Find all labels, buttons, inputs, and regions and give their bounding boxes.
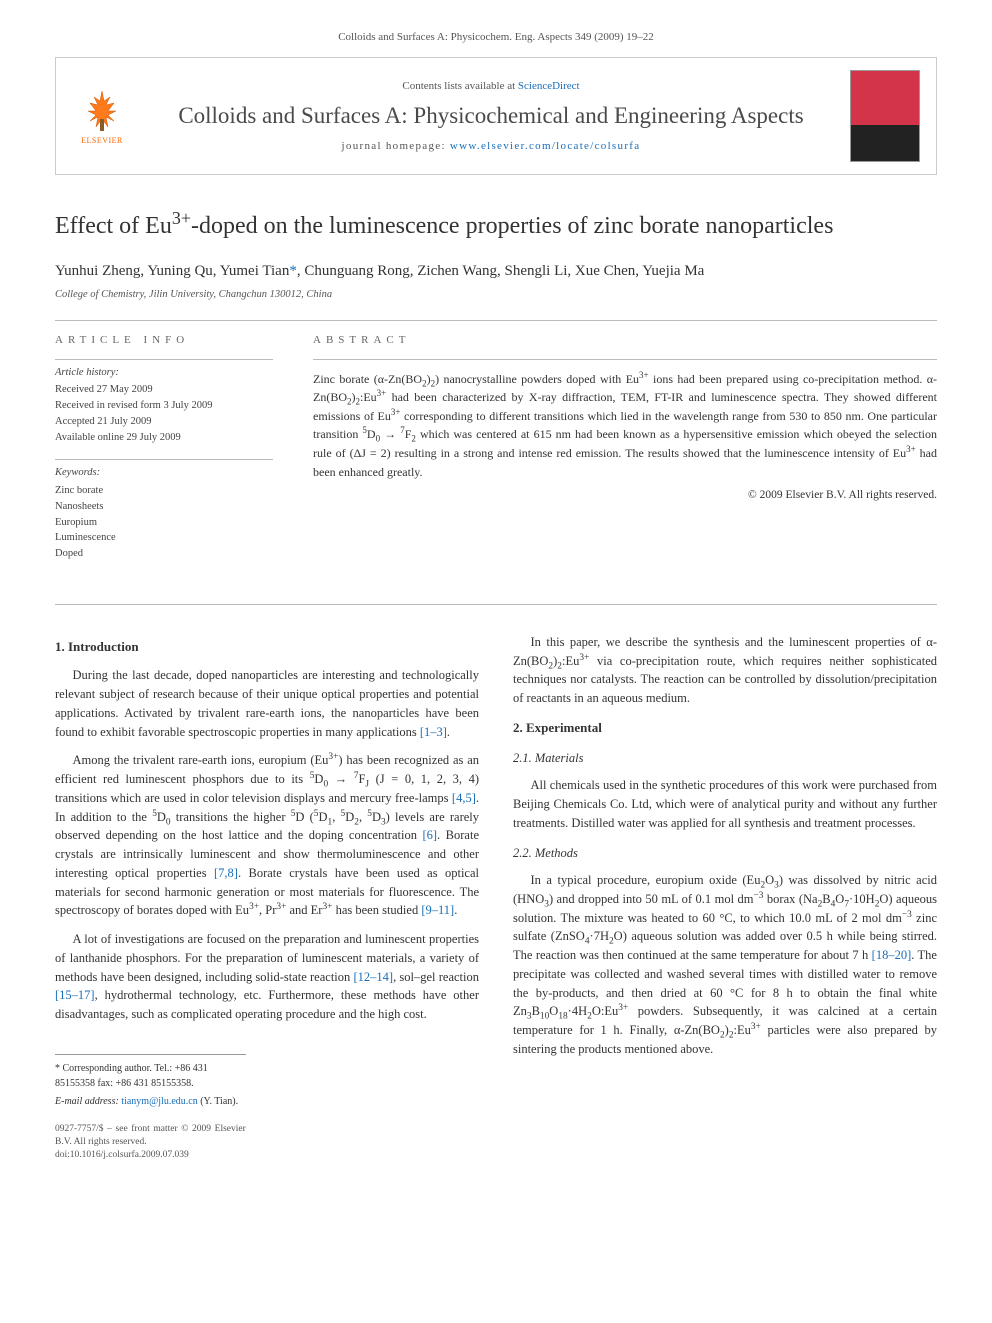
- paragraph: In this paper, we describe the synthesis…: [513, 633, 937, 708]
- sciencedirect-link[interactable]: ScienceDirect: [518, 80, 580, 92]
- keyword: Luminescence: [55, 530, 273, 546]
- history-line: Accepted 21 July 2009: [55, 414, 273, 430]
- paragraph: In a typical procedure, europium oxide (…: [513, 871, 937, 1059]
- corresponding-author-footnote: * Corresponding author. Tel.: +86 431 85…: [55, 1061, 246, 1091]
- doi-block: 0927-7757/$ – see front matter © 2009 El…: [55, 1123, 246, 1163]
- keyword: Zinc borate: [55, 483, 273, 499]
- divider: [55, 604, 937, 605]
- abstract-label: ABSTRACT: [313, 333, 937, 348]
- keywords-heading: Keywords:: [55, 466, 273, 481]
- running-header: Colloids and Surfaces A: Physicochem. En…: [55, 30, 937, 45]
- keyword: Doped: [55, 546, 273, 562]
- elsevier-tree-icon: [80, 87, 124, 135]
- email-label: E-mail address:: [55, 1096, 119, 1107]
- paragraph: A lot of investigations are focused on t…: [55, 930, 479, 1024]
- body-columns: 1. Introduction During the last decade, …: [55, 633, 937, 1163]
- article-title: Effect of Eu3+-doped on the luminescence…: [55, 211, 937, 242]
- paragraph: All chemicals used in the synthetic proc…: [513, 776, 937, 832]
- contents-line: Contents lists available at ScienceDirec…: [150, 79, 832, 94]
- front-matter-line: 0927-7757/$ – see front matter © 2009 El…: [55, 1123, 246, 1150]
- publisher-label: ELSEVIER: [81, 135, 123, 146]
- section-heading-2-1: 2.1. Materials: [513, 749, 937, 768]
- divider: [55, 320, 937, 321]
- elsevier-logo: ELSEVIER: [72, 82, 132, 150]
- keywords-block: Keywords: Zinc borate Nanosheets Europiu…: [55, 459, 273, 561]
- email-footnote: E-mail address: tianym@jlu.edu.cn (Y. Ti…: [55, 1094, 246, 1109]
- email-link[interactable]: tianym@jlu.edu.cn: [121, 1096, 197, 1107]
- history-line: Received 27 May 2009: [55, 382, 273, 398]
- section-heading-2: 2. Experimental: [513, 718, 937, 738]
- abstract-column: ABSTRACT Zinc borate (α-Zn(BO2)2) nanocr…: [313, 333, 937, 576]
- homepage-prefix: journal homepage:: [342, 140, 450, 152]
- article-info-label: ARTICLE INFO: [55, 333, 273, 348]
- paragraph: During the last decade, doped nanopartic…: [55, 666, 479, 741]
- masthead-center: Contents lists available at ScienceDirec…: [150, 79, 832, 155]
- abstract-copyright: © 2009 Elsevier B.V. All rights reserved…: [313, 487, 937, 503]
- email-name: (Y. Tian).: [200, 1096, 238, 1107]
- journal-cover-thumb: [850, 70, 920, 162]
- info-abstract-row: ARTICLE INFO Article history: Received 2…: [55, 333, 937, 576]
- section-heading-2-2: 2.2. Methods: [513, 844, 937, 863]
- contents-prefix: Contents lists available at: [402, 80, 517, 92]
- journal-homepage: journal homepage: www.elsevier.com/locat…: [150, 139, 832, 154]
- article-history-block: Article history: Received 27 May 2009 Re…: [55, 359, 273, 446]
- journal-name: Colloids and Surfaces A: Physicochemical…: [150, 102, 832, 131]
- doi-line: doi:10.1016/j.colsurfa.2009.07.039: [55, 1149, 246, 1162]
- article-info-column: ARTICLE INFO Article history: Received 2…: [55, 333, 273, 576]
- paragraph: Among the trivalent rare-earth ions, eur…: [55, 751, 479, 920]
- keyword: Europium: [55, 515, 273, 531]
- history-line: Received in revised form 3 July 2009: [55, 398, 273, 414]
- author-list: Yunhui Zheng, Yuning Qu, Yumei Tian*, Ch…: [55, 261, 937, 282]
- masthead: ELSEVIER Contents lists available at Sci…: [55, 57, 937, 175]
- affiliation: College of Chemistry, Jilin University, …: [55, 288, 937, 303]
- footnotes: * Corresponding author. Tel.: +86 431 85…: [55, 1054, 246, 1163]
- homepage-link[interactable]: www.elsevier.com/locate/colsurfa: [450, 140, 641, 152]
- section-heading-1: 1. Introduction: [55, 637, 479, 657]
- abstract-text: Zinc borate (α-Zn(BO2)2) nanocrystalline…: [313, 359, 937, 482]
- history-line: Available online 29 July 2009: [55, 430, 273, 446]
- keyword: Nanosheets: [55, 499, 273, 515]
- history-heading: Article history:: [55, 366, 273, 381]
